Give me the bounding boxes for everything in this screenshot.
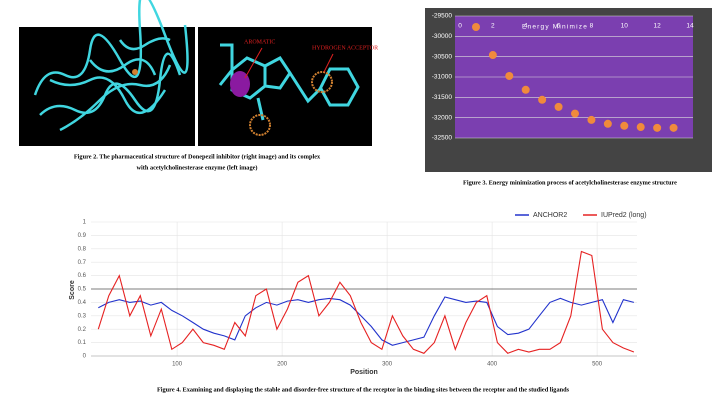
x-tick-label: 500 bbox=[592, 362, 603, 368]
y-tick-label: 0 bbox=[83, 354, 87, 360]
ligand-image: AROMATIC HYDROGEN ACCEPTOR bbox=[198, 27, 378, 146]
data-point bbox=[521, 85, 530, 94]
data-point bbox=[587, 115, 596, 124]
x-tick-label: 200 bbox=[277, 362, 288, 368]
data-point bbox=[653, 123, 662, 132]
series-line bbox=[98, 296, 635, 346]
data-point bbox=[571, 109, 579, 118]
y-tick-label: -30500 bbox=[432, 53, 453, 60]
y-tick-label: 0.5 bbox=[78, 287, 87, 293]
legend-label: Energy Minimize bbox=[522, 24, 588, 31]
data-point bbox=[554, 102, 563, 111]
x-tick-label: 2 bbox=[491, 23, 495, 30]
y-tick-label: 0.6 bbox=[78, 273, 87, 279]
y-tick-label: -31500 bbox=[432, 94, 453, 101]
y-tick-label: -29500 bbox=[432, 13, 453, 20]
y-tick-label: -31000 bbox=[432, 74, 453, 81]
caption: Figure 4. Examining and displaying the s… bbox=[157, 386, 570, 393]
data-point bbox=[636, 123, 645, 132]
x-tick-label: 12 bbox=[654, 23, 662, 30]
x-tick-label: 4 bbox=[524, 23, 528, 30]
label: HYDROGEN ACCEPTOR bbox=[312, 45, 378, 51]
series-line bbox=[97, 250, 635, 354]
legend-label: ANCHOR2 bbox=[533, 212, 567, 219]
y-tick-label: 0.1 bbox=[78, 340, 87, 346]
x-tick-label: 8 bbox=[590, 23, 594, 30]
y-tick-label: 0.4 bbox=[78, 300, 87, 306]
enzyme-image bbox=[19, 0, 195, 146]
caption: with acetylcholinesterase enzyme (left i… bbox=[137, 164, 258, 171]
y-tick-label: 0.7 bbox=[78, 260, 87, 266]
x-tick-label: 14 bbox=[686, 23, 694, 30]
data-point bbox=[488, 51, 497, 60]
x-tick-label: 400 bbox=[487, 362, 498, 368]
x-axis-label: Position bbox=[350, 369, 378, 376]
x-tick-label: 10 bbox=[621, 23, 629, 30]
label: AROMATIC bbox=[244, 39, 275, 45]
legend-label: IUPred2 (long) bbox=[601, 212, 647, 219]
data-point bbox=[669, 123, 678, 132]
data-point bbox=[620, 121, 629, 130]
y-tick-label: -32500 bbox=[432, 135, 453, 142]
y-tick-label: 0.9 bbox=[78, 233, 87, 239]
y-tick-label: 0.3 bbox=[78, 313, 87, 319]
y-tick-label: -32000 bbox=[432, 114, 453, 121]
y-tick-label: 0.8 bbox=[78, 246, 87, 252]
y-tick-label: 1 bbox=[83, 220, 87, 226]
x-tick-label: 6 bbox=[557, 23, 561, 30]
y-axis-label: Score bbox=[69, 280, 76, 300]
x-tick-label: 300 bbox=[382, 362, 393, 368]
caption: Figure 2. The pharmaceutical structure o… bbox=[74, 153, 321, 160]
caption: Figure 3. Energy minimization process of… bbox=[463, 179, 677, 186]
data-point bbox=[603, 119, 612, 128]
data-point bbox=[538, 95, 547, 104]
y-tick-label: -30000 bbox=[432, 33, 453, 40]
legend-marker bbox=[472, 23, 480, 31]
x-tick-label: 100 bbox=[172, 362, 183, 368]
y-tick-label: 0.2 bbox=[78, 327, 87, 333]
data-point bbox=[505, 71, 514, 80]
x-tick-label: 0 bbox=[458, 23, 462, 30]
